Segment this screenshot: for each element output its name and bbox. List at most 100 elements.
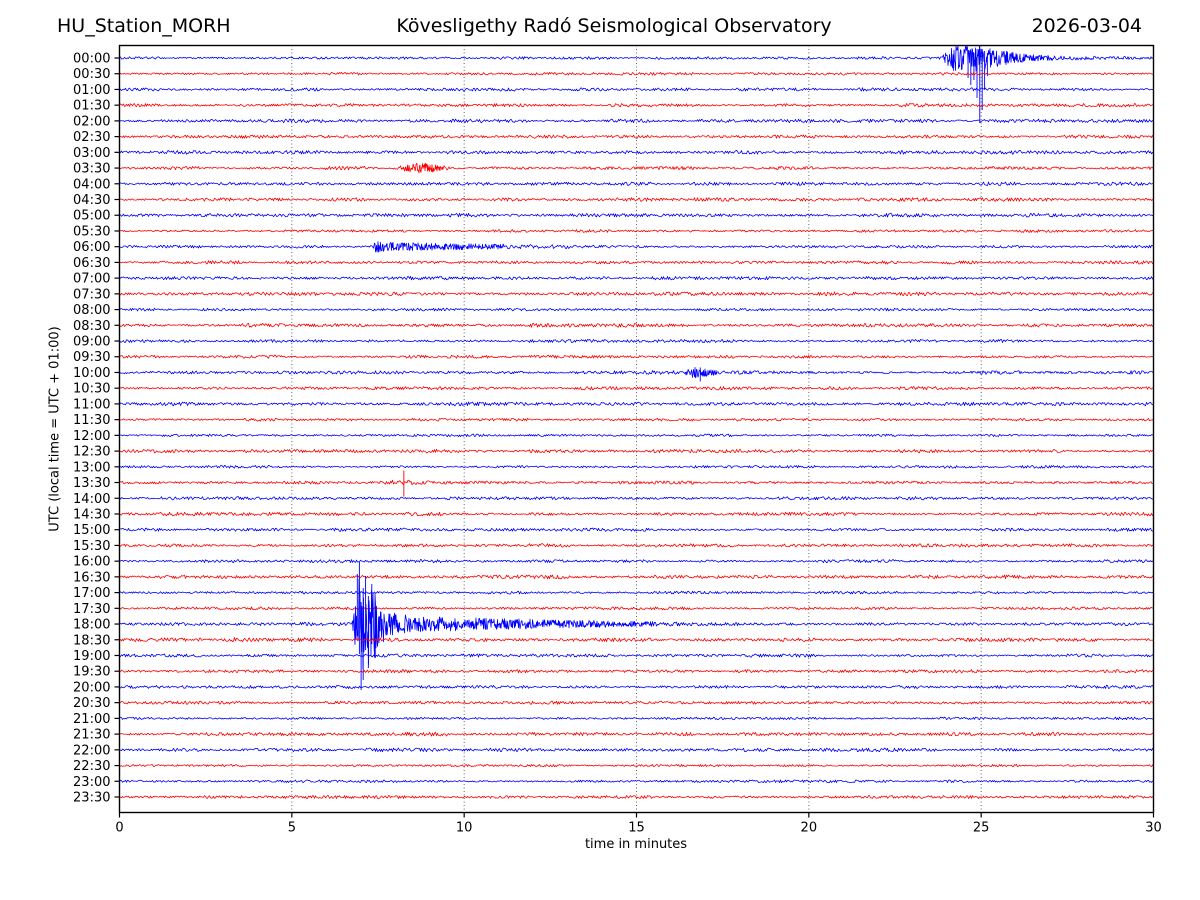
x-tick-label: 25 xyxy=(973,821,990,836)
y-tick-label: 04:30 xyxy=(73,193,110,208)
y-tick-label: 10:30 xyxy=(73,382,110,397)
y-tick-label: 04:00 xyxy=(73,177,110,192)
seismogram-trace-09-00 xyxy=(119,338,1154,344)
seismogram-trace-18-00 xyxy=(119,578,1154,670)
seismogram-trace-03-30 xyxy=(119,162,1154,174)
seismogram-trace-02-30 xyxy=(119,134,1154,139)
seismogram-trace-05-30 xyxy=(119,229,1154,233)
station-title: HU_Station_MORH xyxy=(57,15,231,37)
date-title: 2026-03-04 xyxy=(1031,15,1142,37)
y-tick-label: 15:00 xyxy=(73,523,110,538)
seismogram-trace-11-30 xyxy=(119,417,1154,422)
y-tick-label: 14:30 xyxy=(73,507,110,522)
seismogram-trace-19-00 xyxy=(119,653,1154,658)
y-tick-label: 19:30 xyxy=(73,665,110,680)
seismogram-trace-15-30 xyxy=(119,543,1154,548)
seismogram-trace-12-30 xyxy=(119,448,1154,454)
seismogram-trace-08-30 xyxy=(119,322,1154,328)
y-tick-label: 19:00 xyxy=(73,649,110,664)
y-tick-label: 06:00 xyxy=(73,240,110,255)
y-tick-label: 05:30 xyxy=(73,224,110,239)
y-axis-label: UTC (local time = UTC + 01:00) xyxy=(47,326,63,532)
y-tick-label: 16:00 xyxy=(73,555,110,570)
seismogram-trace-03-00 xyxy=(119,149,1154,155)
y-tick-label: 23:00 xyxy=(73,775,110,790)
y-tick-label: 02:00 xyxy=(73,114,110,129)
seismogram-trace-02-00 xyxy=(119,118,1154,124)
seismogram-trace-19-30 xyxy=(119,669,1154,674)
seismogram-trace-06-00 xyxy=(119,241,1154,253)
y-tick-label: 20:30 xyxy=(73,696,110,711)
y-tick-label: 09:30 xyxy=(73,350,110,365)
seismogram-trace-20-30 xyxy=(119,700,1154,705)
seismogram-trace-23-00 xyxy=(119,779,1154,783)
y-tick-label: 03:00 xyxy=(73,146,110,161)
y-tick-label: 12:00 xyxy=(73,429,110,444)
seismogram-trace-13-30 xyxy=(119,479,1154,486)
seismogram-trace-14-00 xyxy=(119,496,1154,501)
seismogram-trace-21-30 xyxy=(119,731,1154,737)
seismogram-trace-08-00 xyxy=(119,307,1154,312)
x-axis-label: time in minutes xyxy=(584,837,688,852)
seismogram-trace-12-00 xyxy=(119,433,1154,438)
seismogram-trace-07-30 xyxy=(119,291,1154,297)
y-tick-label: 23:30 xyxy=(73,791,110,806)
y-tick-label: 20:00 xyxy=(73,680,110,695)
y-tick-label: 07:00 xyxy=(73,272,110,287)
y-tick-label: 09:00 xyxy=(73,335,110,350)
y-tick-label: 15:30 xyxy=(73,539,110,554)
x-tick-label: 30 xyxy=(1145,821,1162,836)
seismogram-trace-22-00 xyxy=(119,747,1154,753)
x-tick-label: 15 xyxy=(628,821,645,836)
y-tick-label: 08:30 xyxy=(73,319,110,334)
seismogram-trace-01-30 xyxy=(119,103,1154,108)
seismogram-trace-06-30 xyxy=(119,260,1154,265)
y-tick-label: 21:00 xyxy=(73,712,110,727)
y-tick-label: 01:30 xyxy=(73,99,110,114)
y-tick-label: 11:30 xyxy=(73,413,110,428)
y-tick-label: 06:30 xyxy=(73,256,110,271)
y-tick-label: 03:30 xyxy=(73,162,110,177)
y-tick-label: 00:30 xyxy=(73,67,110,82)
y-tick-label: 10:00 xyxy=(73,366,110,381)
x-tick-label: 20 xyxy=(801,821,818,836)
y-tick-label: 11:00 xyxy=(73,397,110,412)
y-tick-label: 18:00 xyxy=(73,618,110,633)
seismogram-trace-16-30 xyxy=(119,574,1154,580)
y-tick-label: 12:30 xyxy=(73,445,110,460)
seismogram-trace-01-00 xyxy=(119,87,1154,92)
seismogram-trace-09-30 xyxy=(119,354,1154,359)
seismogram-trace-04-30 xyxy=(119,197,1154,202)
seismogram-trace-16-00 xyxy=(119,559,1154,564)
seismogram-trace-22-30 xyxy=(119,763,1154,768)
seismogram-trace-00-00 xyxy=(119,45,1154,72)
y-tick-label: 17:30 xyxy=(73,602,110,617)
y-tick-label: 05:00 xyxy=(73,209,110,224)
seismogram-trace-05-00 xyxy=(119,212,1154,218)
y-tick-label: 14:00 xyxy=(73,492,110,507)
x-tick-label: 0 xyxy=(115,821,123,836)
seismogram-trace-21-00 xyxy=(119,716,1154,721)
y-tick-label: 21:30 xyxy=(73,728,110,743)
seismogram-trace-07-00 xyxy=(119,275,1154,281)
seismogram-trace-04-00 xyxy=(119,181,1154,186)
y-tick-label: 13:30 xyxy=(73,476,110,491)
y-tick-label: 16:30 xyxy=(73,570,110,585)
seismogram-trace-00-30 xyxy=(119,71,1154,76)
y-tick-label: 07:30 xyxy=(73,287,110,302)
x-tick-label: 5 xyxy=(288,821,296,836)
y-tick-label: 22:00 xyxy=(73,743,110,758)
seismogram-trace-17-00 xyxy=(119,590,1154,595)
seismogram-trace-18-30 xyxy=(119,637,1154,643)
y-tick-label: 22:30 xyxy=(73,759,110,774)
y-tick-label: 01:00 xyxy=(73,83,110,98)
y-tick-label: 02:30 xyxy=(73,130,110,145)
seismogram-trace-11-00 xyxy=(119,401,1154,407)
seismogram-trace-14-30 xyxy=(119,511,1154,517)
y-tick-label: 17:00 xyxy=(73,586,110,601)
y-tick-label: 13:00 xyxy=(73,460,110,475)
seismogram-trace-13-00 xyxy=(119,464,1154,469)
seismogram-trace-10-30 xyxy=(119,386,1154,391)
